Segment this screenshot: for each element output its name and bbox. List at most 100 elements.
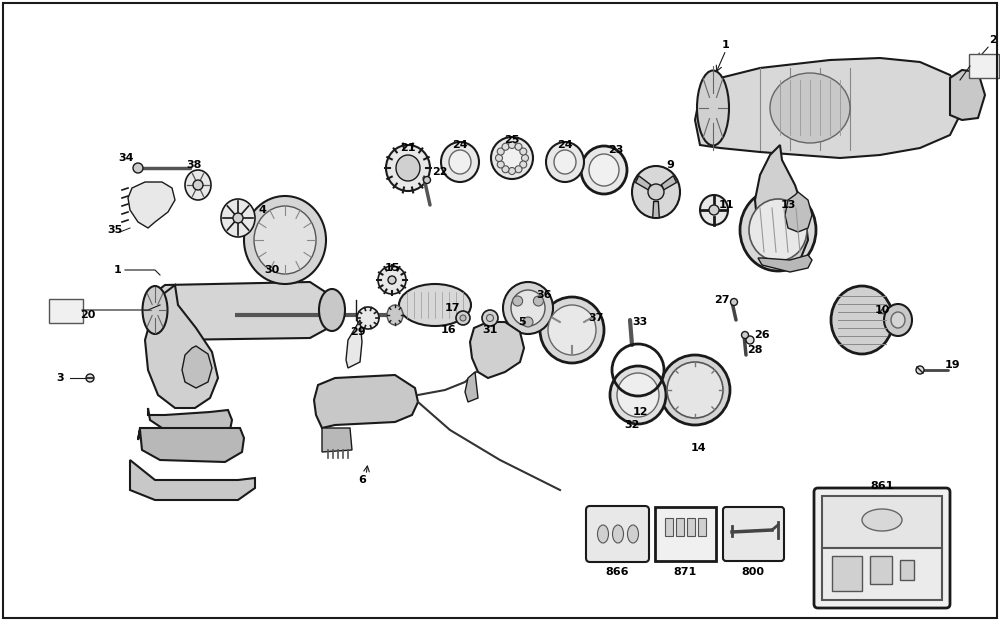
Text: 26: 26 xyxy=(754,330,770,340)
Text: 20: 20 xyxy=(80,310,96,320)
Polygon shape xyxy=(145,285,218,408)
Circle shape xyxy=(515,143,522,150)
Polygon shape xyxy=(636,176,651,190)
Ellipse shape xyxy=(254,206,316,274)
FancyBboxPatch shape xyxy=(586,506,649,562)
Circle shape xyxy=(509,142,516,148)
Text: 24: 24 xyxy=(452,140,468,150)
Bar xyxy=(676,518,684,536)
Ellipse shape xyxy=(660,355,730,425)
Ellipse shape xyxy=(233,213,243,223)
Bar xyxy=(832,556,862,591)
FancyBboxPatch shape xyxy=(969,54,999,78)
Circle shape xyxy=(497,148,504,155)
Text: 27: 27 xyxy=(714,295,730,305)
Polygon shape xyxy=(128,182,175,228)
Text: 17: 17 xyxy=(444,303,460,313)
Ellipse shape xyxy=(831,286,893,354)
Polygon shape xyxy=(758,255,812,272)
Bar xyxy=(870,556,892,584)
Ellipse shape xyxy=(396,155,420,181)
Polygon shape xyxy=(755,145,808,265)
Polygon shape xyxy=(653,202,659,218)
Bar xyxy=(900,560,914,580)
Text: 37: 37 xyxy=(588,313,604,323)
Text: 28: 28 xyxy=(747,345,763,355)
Bar xyxy=(687,518,695,536)
Text: 871: 871 xyxy=(673,567,697,577)
Circle shape xyxy=(520,161,527,168)
Ellipse shape xyxy=(742,332,748,338)
Text: 6: 6 xyxy=(358,475,366,485)
Ellipse shape xyxy=(387,305,403,325)
Text: 5: 5 xyxy=(518,317,526,327)
Text: 16: 16 xyxy=(440,325,456,335)
Ellipse shape xyxy=(554,150,576,174)
Ellipse shape xyxy=(546,142,584,182)
Ellipse shape xyxy=(891,312,905,328)
Text: 29: 29 xyxy=(350,327,366,337)
Ellipse shape xyxy=(486,314,494,322)
Polygon shape xyxy=(785,192,812,232)
Circle shape xyxy=(502,166,509,173)
Ellipse shape xyxy=(770,73,850,143)
Ellipse shape xyxy=(730,299,738,306)
Text: 32: 32 xyxy=(624,420,640,430)
Text: 24: 24 xyxy=(557,140,573,150)
Text: 1: 1 xyxy=(722,40,730,50)
Ellipse shape xyxy=(884,304,912,336)
Text: 9: 9 xyxy=(666,160,674,170)
FancyBboxPatch shape xyxy=(655,507,716,561)
Text: 22: 22 xyxy=(432,167,448,177)
Circle shape xyxy=(520,148,527,155)
Text: 12: 12 xyxy=(632,407,648,417)
Polygon shape xyxy=(148,408,232,432)
Circle shape xyxy=(523,317,533,327)
Text: 13: 13 xyxy=(780,200,796,210)
Ellipse shape xyxy=(540,297,604,363)
Ellipse shape xyxy=(612,525,624,543)
Text: 33: 33 xyxy=(632,317,648,327)
Ellipse shape xyxy=(709,205,719,215)
Circle shape xyxy=(513,296,523,306)
Ellipse shape xyxy=(862,509,902,531)
Circle shape xyxy=(522,155,528,161)
Text: 861: 861 xyxy=(870,481,894,491)
Polygon shape xyxy=(661,176,676,190)
Ellipse shape xyxy=(511,290,545,326)
Ellipse shape xyxy=(399,284,471,326)
Circle shape xyxy=(502,143,509,150)
Text: 10: 10 xyxy=(874,305,890,315)
Bar xyxy=(698,518,706,536)
Circle shape xyxy=(515,166,522,173)
Text: 21: 21 xyxy=(400,143,416,153)
Ellipse shape xyxy=(244,196,326,284)
Ellipse shape xyxy=(143,286,168,334)
FancyBboxPatch shape xyxy=(723,507,784,561)
Polygon shape xyxy=(695,58,962,158)
Circle shape xyxy=(533,296,543,306)
Text: 4: 4 xyxy=(258,205,266,215)
Ellipse shape xyxy=(697,71,729,145)
Ellipse shape xyxy=(700,195,728,225)
Polygon shape xyxy=(130,460,255,500)
Ellipse shape xyxy=(916,366,924,374)
Polygon shape xyxy=(470,322,524,378)
Circle shape xyxy=(509,168,516,175)
Ellipse shape xyxy=(491,137,533,179)
Polygon shape xyxy=(465,372,478,402)
Ellipse shape xyxy=(482,310,498,326)
Bar xyxy=(665,518,673,536)
Ellipse shape xyxy=(498,144,526,172)
Text: 2: 2 xyxy=(989,35,997,45)
Ellipse shape xyxy=(185,170,211,200)
Ellipse shape xyxy=(667,362,723,418)
Text: 34: 34 xyxy=(118,153,134,163)
Ellipse shape xyxy=(548,305,596,355)
Text: 36: 36 xyxy=(536,290,552,300)
FancyBboxPatch shape xyxy=(822,496,942,548)
Ellipse shape xyxy=(610,366,666,424)
Text: 25: 25 xyxy=(504,135,520,145)
Ellipse shape xyxy=(460,315,466,321)
Polygon shape xyxy=(346,320,362,368)
